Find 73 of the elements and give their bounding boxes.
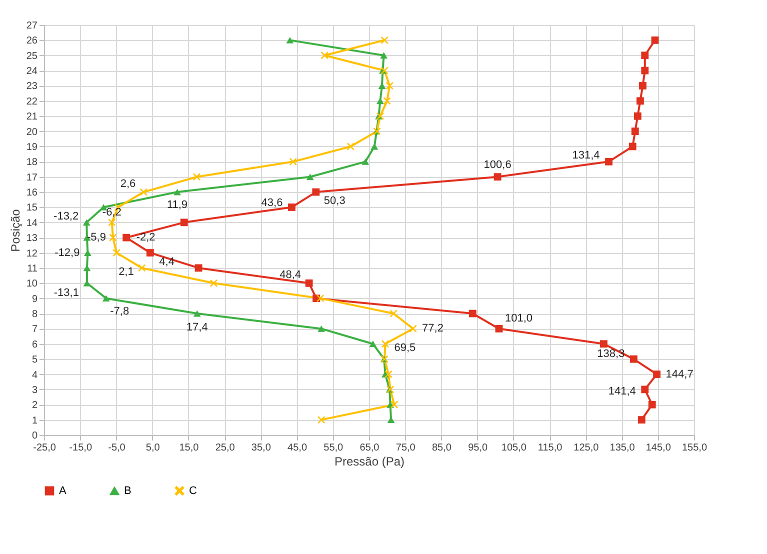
y-tick-label: 14 (26, 218, 38, 229)
data-label: -13,1 (54, 287, 79, 300)
y-tick-label: 20 (26, 126, 38, 138)
y-tick-label: 9 (32, 294, 38, 305)
data-label: 48,4 (280, 269, 302, 282)
legend-label: B (124, 485, 132, 498)
data-label: 69,5 (394, 342, 416, 354)
x-tick-label: 135,0 (610, 442, 636, 454)
x-tick-label: 155,0 (682, 442, 708, 454)
data-label: -12,9 (54, 246, 80, 259)
x-tick-label: 5,0 (146, 442, 160, 454)
x-tick-label: 55,0 (324, 442, 344, 454)
y-tick-label: 24 (26, 66, 38, 78)
y-tick-label: 13 (26, 233, 38, 244)
y-tick-label: 5 (32, 354, 38, 366)
data-label: 141,4 (608, 385, 636, 398)
data-label: 101,0 (505, 312, 533, 325)
data-label: -2,2 (136, 232, 156, 244)
data-label: 131,4 (572, 150, 600, 162)
x-tick-label: -5,0 (108, 442, 126, 454)
data-label: 4,4 (159, 256, 174, 268)
data-label: 2,1 (118, 266, 134, 278)
data-label: -13,2 (54, 210, 79, 222)
data-label: 77,2 (422, 322, 444, 335)
y-tick-label: 23 (26, 81, 38, 92)
y-tick-label: 3 (32, 384, 38, 396)
y-tick-label: 18 (26, 157, 38, 168)
x-tick-label: 45,0 (288, 442, 308, 454)
y-tick-label: 10 (26, 278, 38, 290)
y-tick-label: 4 (32, 370, 38, 381)
data-label: 144,7 (666, 368, 694, 380)
y-tick-label: 7 (32, 324, 38, 336)
y-tick-label: 0 (32, 430, 38, 442)
y-tick-label: 27 (26, 20, 38, 32)
data-label: 2,6 (120, 178, 136, 190)
y-tick-label: 8 (32, 309, 38, 320)
legend-label: A (59, 484, 67, 497)
x-axis-title: Pressão (Pa) (334, 454, 405, 468)
data-label: 17,4 (186, 322, 208, 334)
x-tick-label: 15,0 (179, 442, 200, 454)
y-tick-label: 19 (26, 142, 38, 153)
y-tick-label: 6 (32, 339, 38, 350)
data-label: 11,9 (166, 199, 188, 212)
x-tick-label: 115,0 (538, 442, 563, 454)
y-tick-label: 26 (26, 36, 38, 47)
x-tick-label: 105,0 (501, 442, 527, 454)
x-tick-label: 35,0 (251, 442, 272, 454)
x-tick-label: 95,0 (468, 442, 488, 454)
data-label: 43,6 (261, 197, 283, 210)
y-tick-label: 22 (26, 96, 38, 108)
x-tick-label: 65,0 (360, 442, 380, 454)
y-tick-label: 11 (27, 263, 38, 274)
x-tick-label: -15,0 (69, 442, 92, 454)
x-tick-label: 85,0 (432, 442, 452, 454)
data-label: 138,3 (597, 348, 625, 360)
y-tick-label: 17 (26, 172, 38, 184)
x-tick-label: 145,0 (646, 442, 672, 454)
x-tick-label: 25,0 (215, 442, 236, 454)
y-tick-label: 25 (26, 50, 38, 62)
x-tick-label: 125,0 (574, 442, 600, 454)
y-tick-label: 16 (26, 188, 38, 199)
data-label: -7,8 (110, 305, 130, 318)
data-label: 50,3 (324, 195, 346, 208)
y-tick-label: 21 (26, 112, 38, 123)
x-tick-label: 75,0 (396, 442, 416, 454)
y-tick-label: 15 (26, 202, 38, 214)
y-axis-title: Posição (8, 208, 22, 252)
x-tick-label: -25,0 (33, 442, 56, 454)
y-tick-label: 12 (26, 248, 38, 260)
legend-label: C (189, 484, 197, 497)
y-tick-label: 2 (32, 400, 38, 412)
y-tick-label: 1 (32, 415, 38, 426)
data-label: 100,6 (484, 158, 512, 171)
